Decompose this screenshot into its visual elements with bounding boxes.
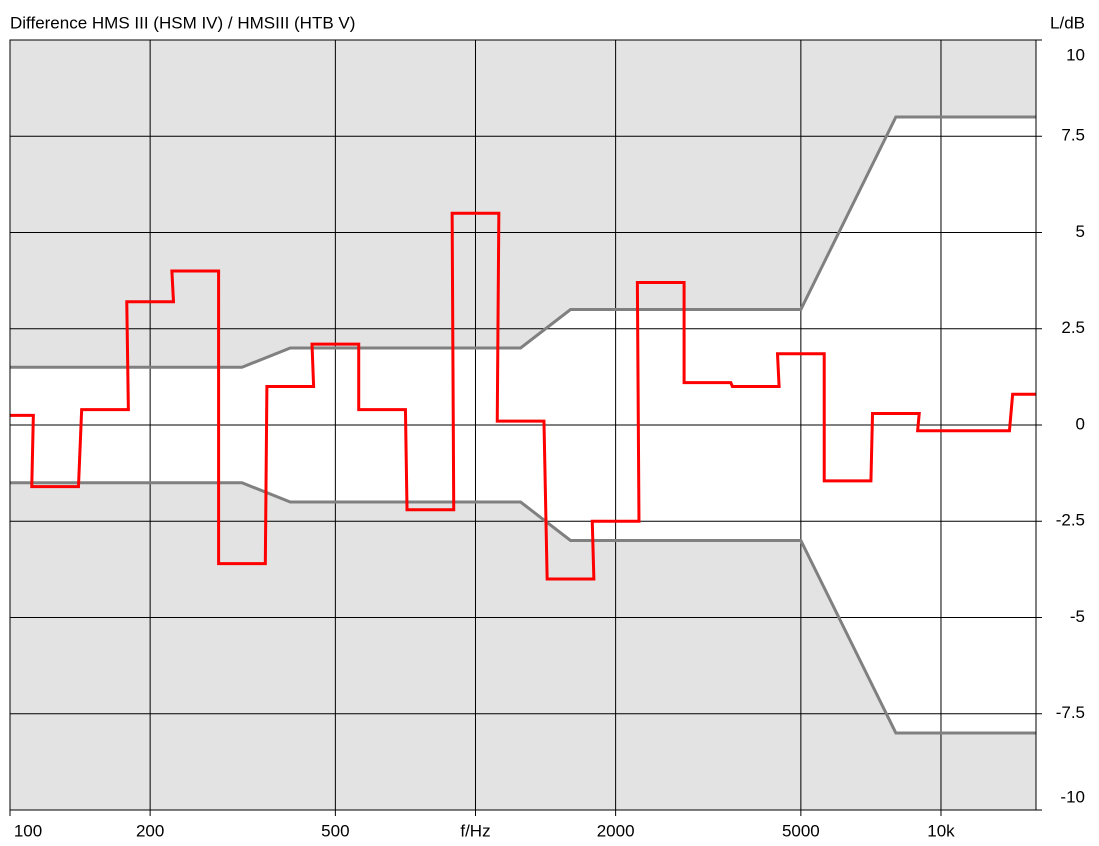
y-tick-label: -2.5: [1056, 511, 1085, 530]
x-tick-label: 200: [136, 821, 164, 840]
y-tick-label: 5: [1076, 222, 1085, 241]
y-axis-label: L/dB: [1050, 13, 1085, 32]
x-tick-label: 5000: [782, 821, 820, 840]
y-tick-label: -7.5: [1056, 703, 1085, 722]
limit-line: [10, 115, 1036, 369]
plot-border: [9, 39, 1037, 811]
x-tick-label: 500: [321, 821, 349, 840]
step-line: [10, 211, 1036, 581]
y-tick-label: 2.5: [1061, 318, 1085, 337]
x-tick-label: 10k: [927, 821, 955, 840]
x-tick-label: 100: [14, 821, 42, 840]
y-tick-label: 7.5: [1061, 126, 1085, 145]
y-tick-label: -5: [1070, 607, 1085, 626]
x-tick-label: 2000: [597, 821, 635, 840]
y-tick-label: 0: [1076, 414, 1085, 433]
chart-title: Difference HMS III (HSM IV) / HMSIII (HT…: [10, 13, 355, 32]
y-tick-label: 10: [1066, 45, 1085, 64]
y-tick-label: -10: [1060, 787, 1085, 806]
x-tick-label: f/Hz: [460, 821, 490, 840]
